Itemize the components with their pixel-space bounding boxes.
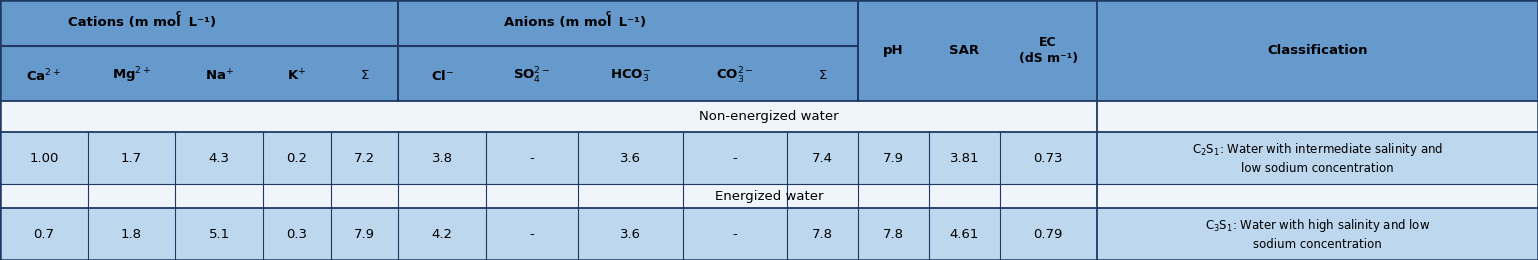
Text: Mg$^{2+}$: Mg$^{2+}$ <box>112 66 151 85</box>
Text: $\Sigma$: $\Sigma$ <box>818 69 827 82</box>
Text: EC
(dS m⁻¹): EC (dS m⁻¹) <box>1018 36 1078 65</box>
Bar <box>0 0 398 50</box>
Bar <box>1000 0 1097 101</box>
Bar <box>929 132 1000 184</box>
Text: SO$_4^{2-}$: SO$_4^{2-}$ <box>514 66 551 86</box>
Text: 0.79: 0.79 <box>1034 228 1063 241</box>
Bar <box>331 50 398 101</box>
Text: 7.8: 7.8 <box>883 228 904 241</box>
Bar <box>578 132 683 184</box>
Bar <box>263 50 331 101</box>
Text: L⁻¹): L⁻¹) <box>185 16 215 29</box>
Bar <box>578 50 683 101</box>
Text: Na$^{+}$: Na$^{+}$ <box>205 68 234 83</box>
Bar <box>486 132 578 184</box>
Text: 0.3: 0.3 <box>286 228 308 241</box>
Text: 3.8: 3.8 <box>432 152 452 165</box>
Text: -: - <box>529 152 535 165</box>
Bar <box>88 50 175 101</box>
Text: 4.61: 4.61 <box>949 228 980 241</box>
Text: c: c <box>606 9 612 18</box>
Text: Cl$^{-}$: Cl$^{-}$ <box>431 69 454 82</box>
Text: SAR: SAR <box>949 44 980 57</box>
Text: 7.9: 7.9 <box>883 152 904 165</box>
Bar <box>787 132 858 184</box>
Bar <box>1000 209 1097 260</box>
Text: Anions (m mol: Anions (m mol <box>504 16 612 29</box>
Bar <box>1097 132 1538 184</box>
Text: -: - <box>732 228 738 241</box>
Bar <box>0 50 88 101</box>
Text: 1.7: 1.7 <box>122 152 141 165</box>
Bar <box>683 132 787 184</box>
Text: -: - <box>529 228 535 241</box>
Bar <box>1097 209 1538 260</box>
Bar <box>331 132 398 184</box>
Bar <box>88 132 175 184</box>
Bar <box>486 50 578 101</box>
Bar <box>398 50 486 101</box>
Bar <box>0 132 88 184</box>
Bar <box>263 132 331 184</box>
Bar <box>175 209 263 260</box>
Text: 7.9: 7.9 <box>354 228 375 241</box>
Text: 1.8: 1.8 <box>122 228 141 241</box>
Bar <box>787 209 858 260</box>
Bar <box>1000 132 1097 184</box>
Text: CO$_3^{2-}$: CO$_3^{2-}$ <box>717 66 754 86</box>
Text: pH: pH <box>883 44 904 57</box>
Text: Classification: Classification <box>1267 44 1367 57</box>
Text: Cations (m mol: Cations (m mol <box>68 16 181 29</box>
Bar <box>858 132 929 184</box>
Bar <box>578 209 683 260</box>
Text: 3.6: 3.6 <box>620 152 641 165</box>
Bar <box>398 132 486 184</box>
Text: 0.7: 0.7 <box>34 228 54 241</box>
Text: K$^{+}$: K$^{+}$ <box>288 68 306 83</box>
Text: HCO$_3^{-}$: HCO$_3^{-}$ <box>611 67 651 84</box>
Text: 5.1: 5.1 <box>209 228 229 241</box>
Bar <box>858 0 929 101</box>
Text: Energized water: Energized water <box>715 190 823 203</box>
Bar <box>0 209 88 260</box>
Bar <box>331 209 398 260</box>
Bar <box>175 50 263 101</box>
Text: 0.73: 0.73 <box>1034 152 1063 165</box>
Text: 7.8: 7.8 <box>812 228 834 241</box>
Text: 4.3: 4.3 <box>209 152 229 165</box>
Bar <box>263 209 331 260</box>
Bar <box>1097 0 1538 101</box>
Bar <box>0 101 1538 132</box>
Text: 0.2: 0.2 <box>286 152 308 165</box>
Bar <box>683 209 787 260</box>
Text: 3.6: 3.6 <box>620 228 641 241</box>
Text: L⁻¹): L⁻¹) <box>615 16 646 29</box>
Bar <box>787 50 858 101</box>
Bar <box>858 209 929 260</box>
Text: 7.4: 7.4 <box>812 152 834 165</box>
Text: -: - <box>732 152 738 165</box>
Text: c: c <box>175 9 181 18</box>
Bar <box>929 209 1000 260</box>
Bar <box>398 209 486 260</box>
Text: 4.2: 4.2 <box>432 228 452 241</box>
Text: Non-energized water: Non-energized water <box>700 110 838 123</box>
Text: $\Sigma$: $\Sigma$ <box>360 69 369 82</box>
Bar <box>398 0 858 50</box>
Text: Ca$^{2+}$: Ca$^{2+}$ <box>26 67 62 84</box>
Bar <box>0 184 1538 209</box>
Text: C$_3$S$_1$: Water with high salinity and low
sodium concentration: C$_3$S$_1$: Water with high salinity and… <box>1204 217 1430 251</box>
Text: C$_2$S$_1$: Water with intermediate salinity and
low sodium concentration: C$_2$S$_1$: Water with intermediate sali… <box>1192 141 1443 175</box>
Text: 7.2: 7.2 <box>354 152 375 165</box>
Text: 3.81: 3.81 <box>949 152 980 165</box>
Bar <box>929 0 1000 101</box>
Bar <box>486 209 578 260</box>
Bar <box>683 50 787 101</box>
Bar <box>175 132 263 184</box>
Text: 1.00: 1.00 <box>29 152 58 165</box>
Bar <box>88 209 175 260</box>
